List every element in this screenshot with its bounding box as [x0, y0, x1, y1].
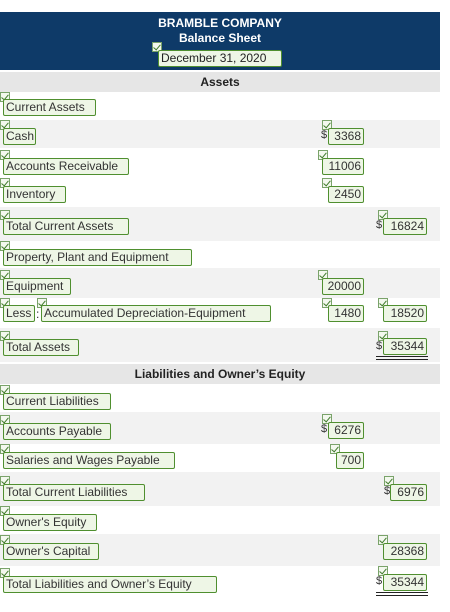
- less-label[interactable]: Less: [3, 305, 35, 322]
- accumulated-depreciation-label[interactable]: Accumulated Depreciation-Equipment: [41, 305, 271, 322]
- salaries-wages-payable-amount[interactable]: 700: [336, 452, 364, 469]
- check-icon: [322, 178, 332, 188]
- assets-section-header: Assets: [0, 72, 440, 92]
- inventory-label[interactable]: Inventory: [3, 186, 66, 203]
- current-liabilities-label[interactable]: Current Liabilities: [3, 393, 111, 410]
- equipment-label[interactable]: Equipment: [3, 278, 71, 295]
- double-underline: [376, 356, 428, 360]
- total-current-assets-amount[interactable]: 16824: [383, 218, 427, 235]
- accounts-receivable-amount[interactable]: 11006: [322, 158, 364, 175]
- equipment-amount[interactable]: 20000: [322, 278, 364, 295]
- row-background: [0, 268, 440, 298]
- dollar-sign: $: [384, 485, 391, 497]
- check-icon: [322, 120, 332, 130]
- total-assets-label[interactable]: Total Assets: [3, 339, 79, 356]
- check-icon: [322, 414, 332, 424]
- accounts-receivable-label[interactable]: Accounts Receivable: [3, 158, 129, 175]
- total-assets-amount[interactable]: 35344: [383, 338, 427, 355]
- row-background: [0, 120, 440, 148]
- accounts-payable-amount[interactable]: 6276: [328, 422, 364, 439]
- dollar-sign: $: [321, 129, 328, 141]
- total-current-assets-label[interactable]: Total Current Assets: [3, 218, 129, 235]
- dollar-sign: $: [321, 423, 328, 435]
- dollar-sign: $: [376, 219, 383, 231]
- statement-title: Balance Sheet: [178, 31, 262, 45]
- owners-equity-label[interactable]: Owner's Equity: [3, 514, 97, 531]
- cash-label[interactable]: Cash: [3, 128, 36, 145]
- net-equipment-amount[interactable]: 18520: [383, 305, 427, 322]
- check-icon: [322, 298, 332, 308]
- total-current-liabilities-amount[interactable]: 6976: [390, 484, 427, 501]
- accounts-payable-label[interactable]: Accounts Payable: [3, 423, 111, 440]
- dollar-sign: $: [376, 575, 383, 587]
- ppe-label[interactable]: Property, Plant and Equipment: [3, 249, 192, 266]
- double-underline: [376, 592, 428, 596]
- inventory-amount[interactable]: 2450: [328, 186, 364, 203]
- total-liabilities-equity-amount[interactable]: 35344: [383, 574, 427, 591]
- cash-amount[interactable]: 3368: [328, 128, 364, 145]
- colon-separator: :: [36, 307, 40, 321]
- check-icon: [384, 476, 394, 486]
- dollar-sign: $: [376, 340, 383, 352]
- check-icon: [330, 444, 340, 454]
- company-name: BRAMBLE COMPANY: [158, 16, 282, 30]
- owners-capital-amount[interactable]: 28368: [383, 543, 427, 560]
- liabilities-equity-section-header: Liabilities and Owner’s Equity: [0, 364, 440, 384]
- accumulated-depreciation-amount[interactable]: 1480: [328, 305, 364, 322]
- total-liabilities-equity-label[interactable]: Total Liabilities and Owner’s Equity: [3, 576, 217, 593]
- current-assets-label[interactable]: Current Assets: [3, 99, 96, 116]
- owners-capital-label[interactable]: Owner's Capital: [3, 543, 99, 560]
- salaries-wages-payable-label[interactable]: Salaries and Wages Payable: [3, 452, 175, 469]
- date-field[interactable]: December 31, 2020: [158, 50, 282, 67]
- check-icon: [152, 42, 162, 52]
- total-current-liabilities-label[interactable]: Total Current Liabilities: [3, 484, 145, 501]
